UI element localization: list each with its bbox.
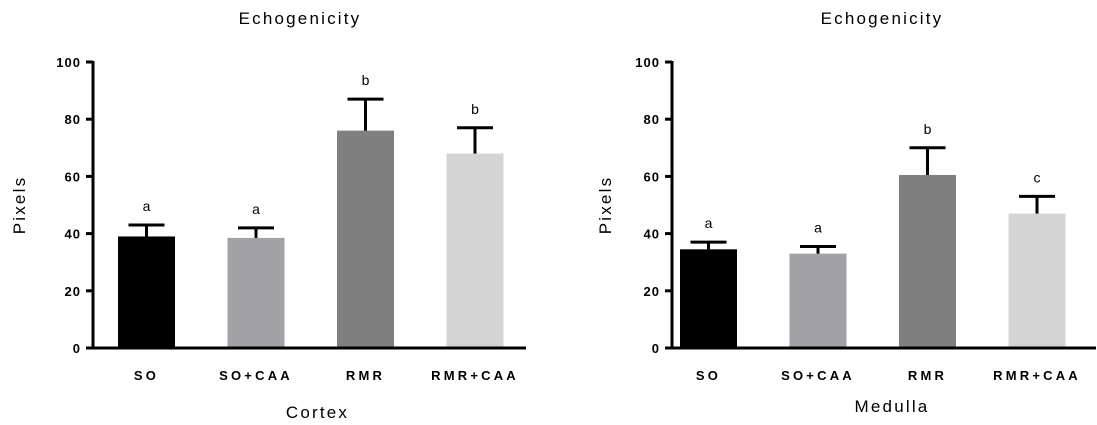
chart-2-bar-1 (680, 249, 737, 348)
chart-2-bar-3 (899, 174, 956, 348)
chart-1-y-tick-label-2: 20 (65, 284, 81, 299)
chart-1-x-axis-label: Cortex (286, 403, 349, 422)
chart-2-bar-2 (789, 253, 847, 348)
chart-2-y-tick-label-2: 20 (644, 284, 660, 299)
chart-1-bar-2 (227, 237, 285, 348)
chart-1-category-label-1: SO (134, 368, 159, 383)
chart-2-title: Echogenicity (821, 9, 944, 28)
chart-2-y-tick-label-1: 0 (652, 341, 660, 356)
chart-2-category-label-4: RMR+CAA (993, 368, 1081, 383)
chart-2-x-axis-label: Medulla (855, 397, 930, 416)
chart-2-significance-letter-1: a (705, 215, 713, 231)
chart-1-significance-letter-2: a (252, 201, 260, 217)
chart-2-significance-letter-2: a (814, 219, 822, 235)
chart-1-title: Echogenicity (239, 9, 362, 28)
chart-2-category-label-3: RMR (908, 368, 947, 383)
chart-1-bar-1 (118, 236, 175, 348)
chart-1-y-tick-label-4: 60 (65, 169, 81, 184)
chart-1-bar-4 (446, 153, 504, 348)
chart-2-y-tick-label-3: 40 (644, 227, 660, 242)
chart-2-y-tick-label-6: 100 (635, 55, 660, 70)
chart-1-y-axis-label: Pixels (10, 176, 29, 235)
chart-1-y-tick-label-6: 100 (56, 55, 81, 70)
chart-2-y-tick-label-4: 60 (644, 169, 660, 184)
chart-1-y-tick-label-3: 40 (65, 227, 81, 242)
chart-2-y-tick-label-5: 80 (644, 112, 660, 127)
chart-2-significance-letter-4: c (1034, 169, 1041, 185)
chart-2-category-label-2: SO+CAA (781, 368, 855, 383)
chart-1-category-label-4: RMR+CAA (431, 368, 519, 383)
chart-1-category-label-3: RMR (346, 368, 385, 383)
chart-1-y-tick-label-5: 80 (65, 112, 81, 127)
chart-1-significance-letter-1: a (143, 198, 151, 214)
chart-1-significance-letter-4: b (471, 101, 479, 117)
chart-2-bar-4 (1008, 213, 1066, 348)
chart-2-significance-letter-3: b (924, 121, 932, 137)
chart-1-y-tick-label-1: 0 (73, 341, 81, 356)
chart-2-y-axis-label: Pixels (596, 176, 615, 235)
chart-1-category-label-2: SO+CAA (219, 368, 293, 383)
chart-1-bar-3 (337, 130, 394, 348)
chart-2-category-label-1: SO (696, 368, 721, 383)
chart-1-significance-letter-3: b (362, 72, 370, 88)
